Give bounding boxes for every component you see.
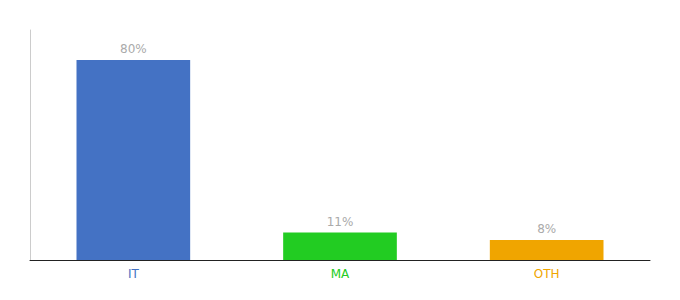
- svg-text:MA: MA: [331, 267, 350, 281]
- svg-text:OTH: OTH: [534, 267, 560, 281]
- svg-text:IT: IT: [128, 267, 140, 281]
- svg-text:80%: 80%: [120, 42, 147, 56]
- svg-text:8%: 8%: [537, 222, 556, 236]
- svg-text:11%: 11%: [327, 215, 354, 229]
